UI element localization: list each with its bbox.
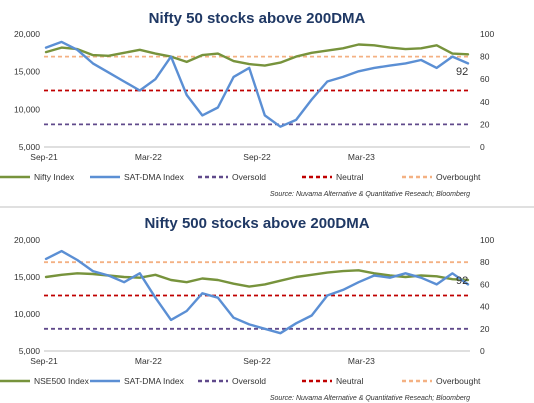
chart-1: Nifty 50 stocks above 200DMA 20,000 15,00… [0,10,494,198]
chart-1-title: Nifty 50 stocks above 200DMA [149,10,366,27]
legend-item: Oversold [198,376,266,386]
y-right-tick-label: 20 [480,119,490,129]
chart-2-thresholds [44,261,470,330]
legend-label: Neutral [336,172,364,182]
x-tick-label: Sep-22 [243,152,271,162]
legend-item: Oversold [198,172,266,182]
y-left-tick-label: 15,000 [14,272,40,282]
legend-label: Nifty Index [34,172,75,182]
chart-1-series [44,40,470,128]
legend-label: Overbought [436,376,481,386]
x-tick-label: Mar-23 [348,152,375,162]
y-left-tick-label: 10,000 [14,309,40,319]
y-left-tick-label: 5,000 [19,142,41,152]
y-right-tick-label: 40 [480,302,490,312]
chart-2-legend: NSE500 Index SAT-DMA Index Oversold Neutral… [0,376,481,386]
chart-2-source: Source: Nuvama Alternative & Quantitativ… [270,395,470,402]
chart-1-source: Source: Nuvama Alternative & Quantitativ… [270,191,470,198]
legend-item: Overbought [402,172,481,182]
chart-1-legend: Nifty Index SAT-DMA Index Oversold Neutral O… [0,172,481,182]
y-left-tick-label: 15,000 [14,67,40,77]
legend-label: Oversold [232,376,266,386]
legend-label: Oversold [232,172,266,182]
y-left-tick-label: 20,000 [14,29,40,39]
x-tick-label: Mar-22 [135,356,162,366]
legend-item: Nifty Index [0,172,75,182]
y-right-tick-label: 0 [480,346,485,356]
chart-2-axes: 20,000 15,000 10,000 5,000 100 80 60 40 20 0 Sep-2… [14,235,494,366]
chart-2-series [44,249,470,335]
index-series-line [44,43,470,67]
y-right-tick-label: 80 [480,52,490,62]
x-tick-label: Sep-21 [30,152,58,162]
chart-2: Nifty 500 stocks above 200DMA 20,000 15,0… [0,215,494,402]
y-right-tick-label: 100 [480,29,494,39]
chart-2-title: Nifty 500 stocks above 200DMA [144,215,369,232]
legend-item: SAT-DMA Index [90,376,185,386]
chart-1-axes: 20,000 15,000 10,000 5,000 100 80 60 40 20 0 Sep-2… [14,29,494,162]
y-right-tick-label: 100 [480,235,494,245]
legend-item: Overbought [402,376,481,386]
y-left-tick-label: 5,000 [19,346,41,356]
y-right-tick-label: 40 [480,97,490,107]
sat-dma-series-line [44,249,470,335]
chart-1-annotation: 92 [456,66,468,78]
sat-dma-series-line [44,40,470,128]
x-tick-label: Sep-22 [243,356,271,366]
x-tick-label: Mar-22 [135,152,162,162]
legend-item: Neutral [302,172,364,182]
legend-label: NSE500 Index [34,376,90,386]
y-right-tick-label: 0 [480,142,485,152]
legend-label: SAT-DMA Index [124,376,185,386]
chart-2-annotation: 92 [456,275,468,287]
y-left-tick-label: 20,000 [14,235,40,245]
legend-label: Neutral [336,376,364,386]
y-right-tick-label: 20 [480,324,490,334]
legend-item: NSE500 Index [0,376,90,386]
y-right-tick-label: 60 [480,74,490,84]
legend-item: SAT-DMA Index [90,172,185,182]
x-tick-label: Sep-21 [30,356,58,366]
y-right-tick-label: 60 [480,279,490,289]
x-tick-label: Mar-23 [348,356,375,366]
legend-label: Overbought [436,172,481,182]
y-right-tick-label: 80 [480,257,490,267]
y-left-tick-label: 10,000 [14,104,40,114]
legend-label: SAT-DMA Index [124,172,185,182]
legend-item: Neutral [302,376,364,386]
